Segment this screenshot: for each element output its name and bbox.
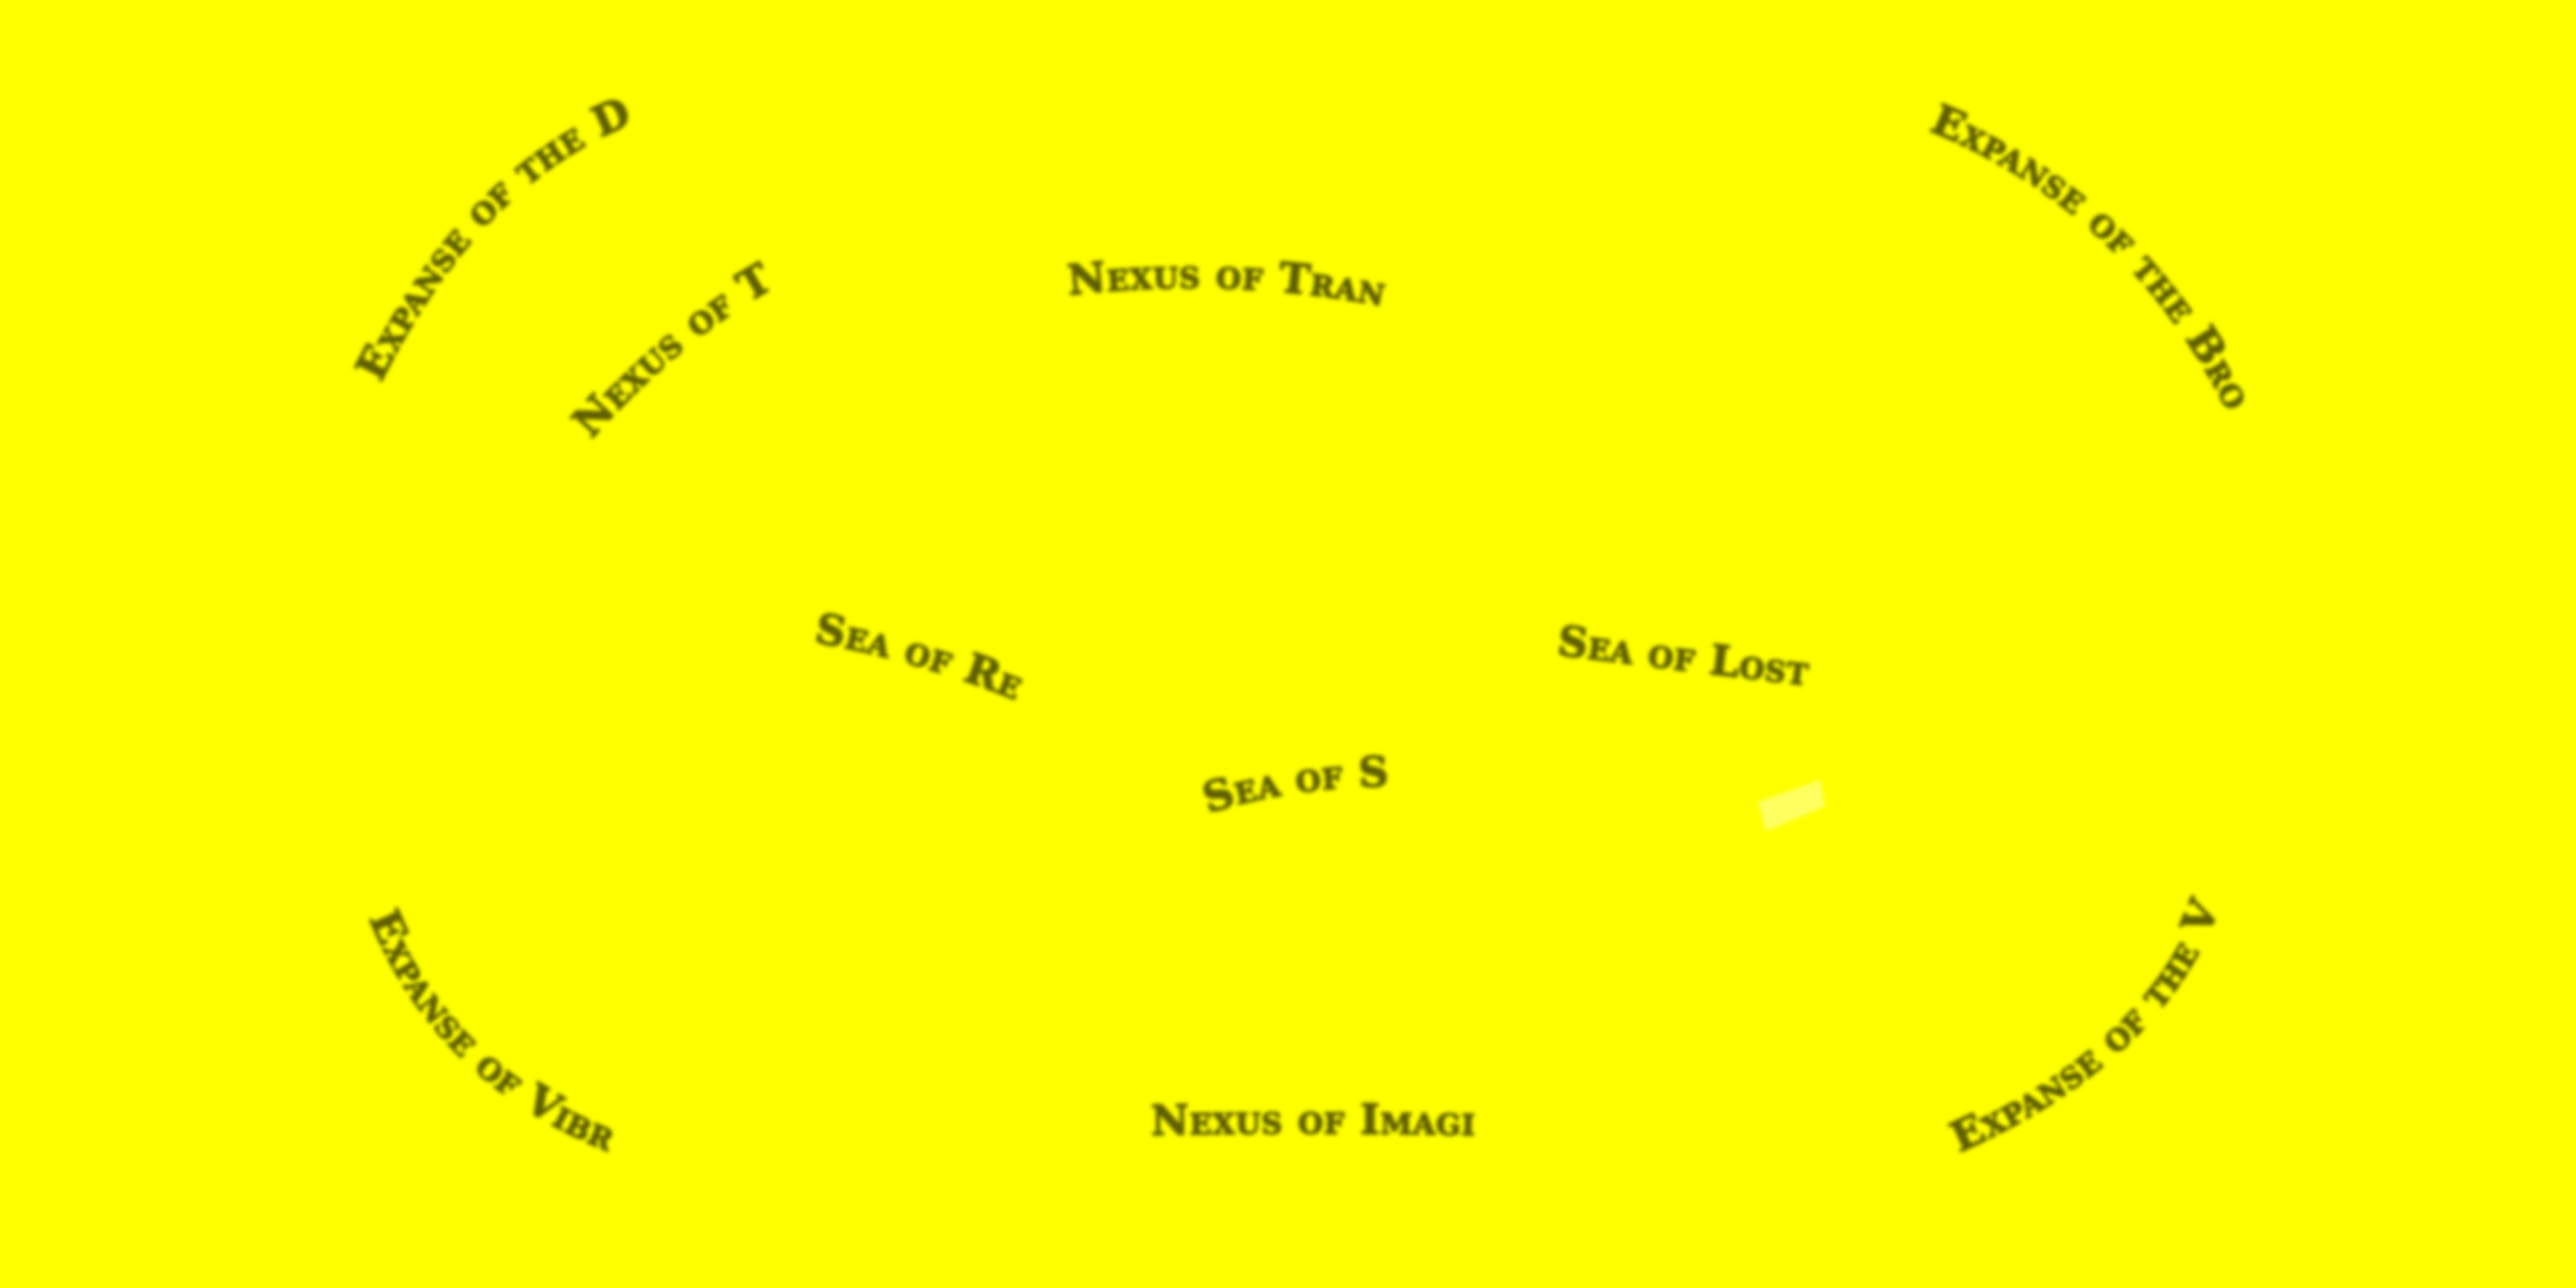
faint-light-mark (1758, 780, 1825, 831)
